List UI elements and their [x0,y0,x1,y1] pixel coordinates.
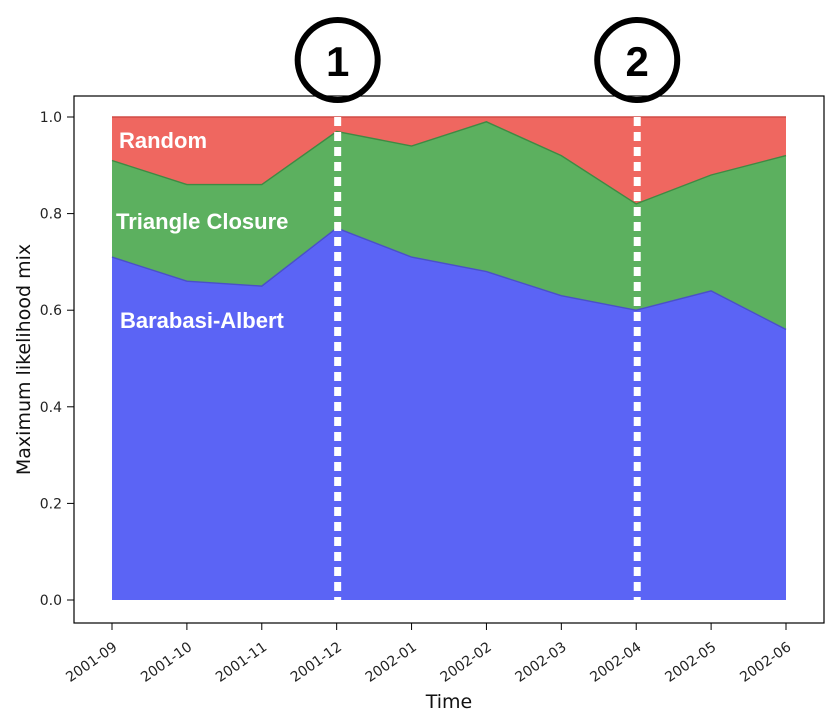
x-axis-label: Time [425,691,473,713]
y-tick-label: 0.2 [40,496,62,512]
marker-number-1: 1 [326,38,349,85]
x-tick-label: 2001-10 [138,639,195,686]
y-axis-label: Maximum likelihood mix [13,244,35,475]
x-tick-label: 2002-01 [363,639,420,686]
y-tick-label: 0.8 [40,207,62,223]
area-edges [111,116,787,331]
edge-triangle-closure [111,121,787,205]
x-tick-label: 2002-03 [513,639,570,686]
edge-barabasi-albert [111,227,787,331]
x-tick-label: 2002-04 [587,639,644,686]
marker-circle-2 [594,17,681,103]
series-label-triangle-closure: Triangle Closure [116,209,288,234]
area-random [112,117,786,204]
x-tick-label: 2001-12 [288,639,345,686]
x-tick-label: 2002-02 [438,639,495,686]
area-triangle-closure [112,121,786,330]
marker-number-2: 2 [626,38,649,85]
y-tick-label: 0.0 [40,593,62,609]
x-tick-label: 2002-06 [737,639,794,686]
plot-frame [73,95,825,624]
area-barabasi-albert [112,228,786,600]
area-layers [112,117,786,600]
series-label-barabasi-albert: Barabasi-Albert [120,308,285,333]
y-tick-label: 1.0 [40,110,62,126]
y-tick-label: 0.6 [40,303,62,319]
marker-circle-1 [294,17,381,103]
y-tick-label: 0.4 [40,400,62,416]
series-labels: Barabasi-Albert Triangle Closure Random [116,128,288,333]
y-axis: 0.0 0.2 0.4 0.6 0.8 1.0 [40,110,74,609]
x-tick-label: 2001-11 [213,639,270,686]
x-tick-label: 2002-05 [662,639,719,686]
series-label-random: Random [119,128,207,153]
x-axis: 2001-09 2001-10 2001-11 2001-12 2002-01 2002-… [63,623,794,686]
x-tick-label: 2001-09 [63,639,120,686]
